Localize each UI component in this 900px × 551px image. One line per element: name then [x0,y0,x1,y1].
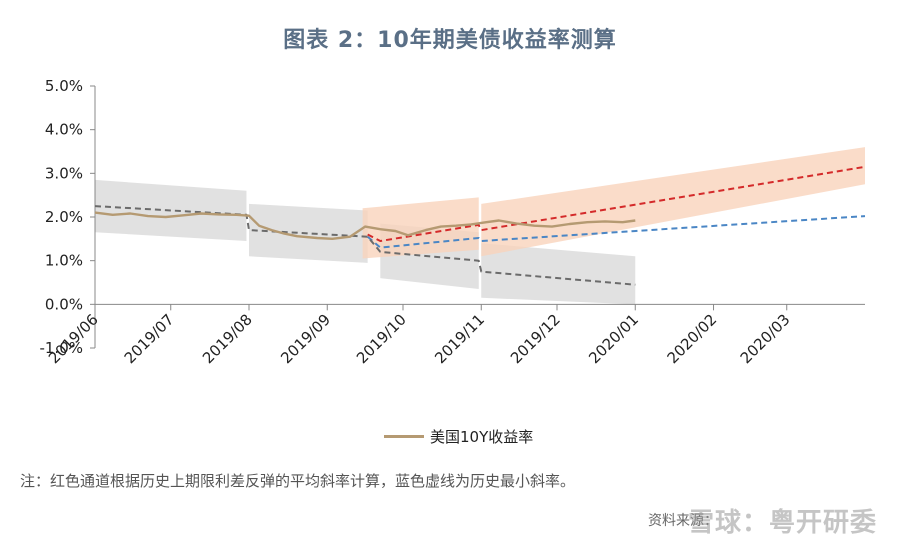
x-tick-label: 2019/12 [507,310,564,367]
x-tick-label: 2019/10 [353,310,410,367]
red-band-segment-0 [362,197,479,259]
footnote: 注：红色通道根据历史上期限利差反弹的平均斜率计算，蓝色虚线为历史最小斜率。 [20,472,576,490]
y-tick-label: 4.0% [45,121,83,139]
y-tick-label: 3.0% [45,164,83,182]
y-tick-label: 5.0% [45,77,83,95]
x-tick-label: 2019/07 [121,310,178,367]
y-tick-label: 2.0% [45,208,83,226]
legend-label-yield: 美国10Y收益率 [430,428,534,446]
x-tick-label: 2020/03 [737,310,794,367]
axes-layer [90,85,865,349]
gray-dashed-series-line [94,205,636,286]
red-dashed-series-line [367,165,866,242]
y-tick-label: 1.0% [45,252,83,270]
gray-band-segment-3 [481,243,636,305]
red-band-segment-1 [481,147,865,257]
x-tick-labels: 2019/06 2019/07 2019/08 2019/09 2019/10 2019/… [45,310,794,367]
lines-layer [94,165,866,286]
blue-dashed-series-line [367,215,866,249]
chart-title: 图表 2：10年期美债收益率测算 [283,28,617,53]
legend-swatch-yield [384,435,424,438]
x-tick-label: 2019/08 [199,310,256,367]
x-tick-label: 2019/09 [277,310,334,367]
x-tick-label: 2019/11 [431,310,488,367]
solid-series-line [94,211,636,240]
x-tick-label: 2020/01 [585,310,642,367]
watermark: 雪球：粤开研委 [688,508,878,538]
y-tick-label: -1.0% [39,339,83,357]
legend: 美国10Y收益率 [384,426,533,447]
x-tick-label: 2020/02 [664,310,721,367]
bands-layer [95,147,865,305]
gray-band-segment-1 [249,203,368,263]
source-label: 资料来源： [648,513,718,529]
y-tick-label: 0.0% [45,295,83,313]
y-tick-labels: 5.0% 4.0% 3.0% 2.0% 1.0% 0.0% -1.0% [39,77,83,357]
